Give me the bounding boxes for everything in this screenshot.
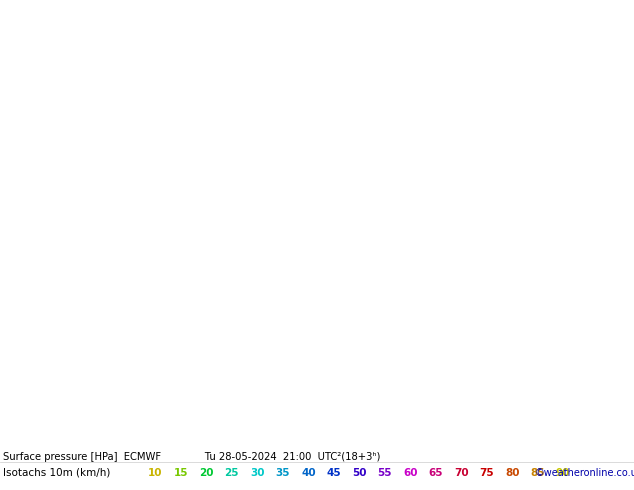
Text: 90: 90 bbox=[556, 468, 571, 478]
Text: ©weatheronline.co.uk: ©weatheronline.co.uk bbox=[535, 468, 634, 478]
Text: 30: 30 bbox=[250, 468, 264, 478]
Text: 50: 50 bbox=[352, 468, 366, 478]
Text: 85: 85 bbox=[531, 468, 545, 478]
Text: 15: 15 bbox=[174, 468, 188, 478]
Text: 55: 55 bbox=[377, 468, 392, 478]
Text: 40: 40 bbox=[301, 468, 316, 478]
Text: Surface pressure [HPa]  ECMWF              Tu 28-05-2024  21:00  UTC²(18+3ʰ): Surface pressure [HPa] ECMWF Tu 28-05-20… bbox=[3, 452, 380, 462]
Text: 65: 65 bbox=[429, 468, 443, 478]
Text: 75: 75 bbox=[479, 468, 494, 478]
Text: 10: 10 bbox=[148, 468, 162, 478]
Text: 70: 70 bbox=[454, 468, 469, 478]
Text: Isotachs 10m (km/h): Isotachs 10m (km/h) bbox=[3, 468, 110, 478]
Text: 80: 80 bbox=[505, 468, 519, 478]
Text: 60: 60 bbox=[403, 468, 418, 478]
Text: 25: 25 bbox=[224, 468, 239, 478]
Text: 35: 35 bbox=[276, 468, 290, 478]
Text: 45: 45 bbox=[327, 468, 341, 478]
Text: 20: 20 bbox=[199, 468, 214, 478]
